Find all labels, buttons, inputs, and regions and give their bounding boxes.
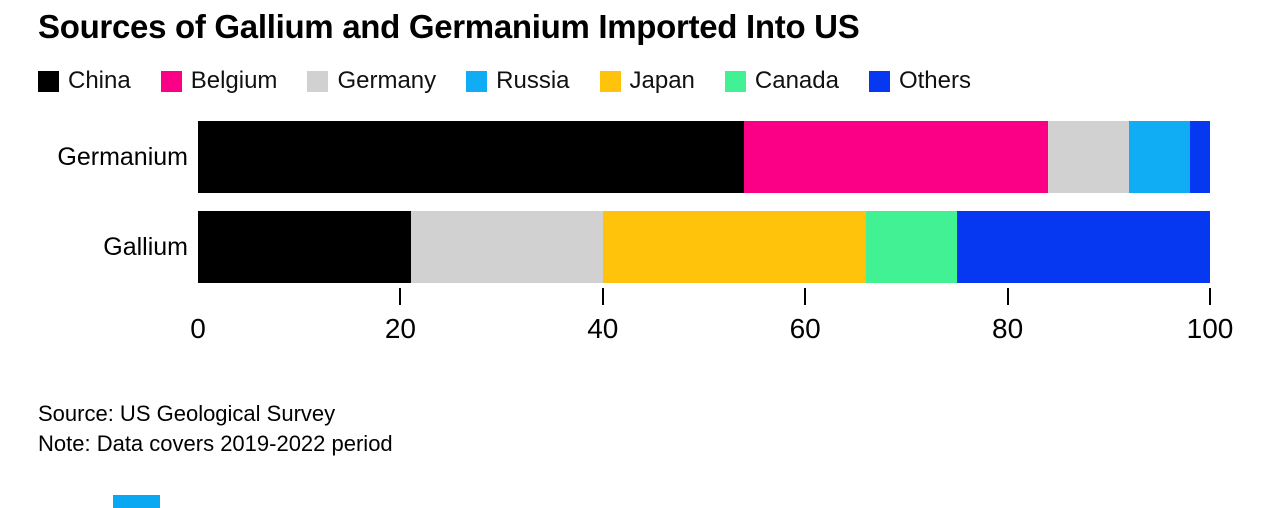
chart-title: Sources of Gallium and Germanium Importe… bbox=[38, 8, 860, 45]
axis-tick-mark-100 bbox=[1209, 288, 1211, 305]
legend-item-china: China bbox=[38, 67, 131, 95]
legend-swatch-japan bbox=[599, 70, 621, 92]
legend-label-germany: Germany bbox=[337, 67, 437, 94]
legend-item-others: Others bbox=[868, 67, 971, 95]
axis-tick-label-40: 40 bbox=[587, 313, 619, 344]
stacked-bar-germanium bbox=[198, 121, 1210, 193]
axis-tick-label-100: 100 bbox=[1186, 313, 1234, 344]
axis-tick-label-60: 60 bbox=[789, 313, 821, 344]
bottom-progress-bar bbox=[113, 495, 160, 508]
category-label-germanium: Germanium bbox=[57, 142, 188, 171]
legend-item-canada: Canada bbox=[724, 67, 839, 95]
category-label-gallium: Gallium bbox=[103, 232, 188, 261]
bar-segment-germanium-china bbox=[198, 121, 745, 193]
axis-tick-mark-80 bbox=[1006, 288, 1009, 305]
axis-tick-label-20: 20 bbox=[384, 313, 416, 344]
legend-label-china: China bbox=[68, 67, 131, 94]
legend-swatch-belgium bbox=[160, 70, 182, 92]
legend-swatch-canada bbox=[724, 70, 746, 92]
bar-segment-germanium-others bbox=[1189, 121, 1210, 193]
legend-item-belgium: Belgium bbox=[160, 67, 278, 95]
legend-label-belgium: Belgium bbox=[190, 67, 278, 94]
legend-label-canada: Canada bbox=[754, 67, 839, 94]
legend-swatch-russia bbox=[466, 70, 488, 92]
bar-row-gallium: Gallium bbox=[38, 211, 1210, 283]
legend-swatch-others bbox=[868, 70, 890, 92]
bar-row-germanium: Germanium bbox=[38, 121, 1210, 193]
axis-tick-label-0: 0 bbox=[190, 313, 206, 344]
axis-tick-label-80: 80 bbox=[992, 313, 1024, 344]
bar-chart-rows: Germanium Gallium bbox=[38, 121, 1210, 301]
legend-item-russia: Russia bbox=[466, 67, 570, 95]
legend-label-others: Others bbox=[898, 67, 971, 94]
x-axis: 0 20 40 60 80 100 bbox=[190, 283, 1233, 355]
data-note: Note: Data covers 2019-2022 period bbox=[38, 431, 393, 456]
legend-label-russia: Russia bbox=[496, 67, 570, 94]
bar-segment-germanium-germany bbox=[1048, 121, 1130, 193]
chart-footer: Source: US Geological Survey Note: Data … bbox=[38, 399, 393, 459]
legend-item-japan: Japan bbox=[599, 67, 695, 95]
bar-segment-gallium-japan bbox=[602, 211, 866, 283]
bar-segment-germanium-belgium bbox=[744, 121, 1049, 193]
bar-segment-gallium-others bbox=[956, 211, 1210, 283]
axis-tick-mark-40 bbox=[601, 288, 604, 305]
stacked-bar-gallium bbox=[198, 211, 1210, 283]
bar-segment-gallium-germany bbox=[410, 211, 603, 283]
legend-swatch-china bbox=[38, 70, 59, 92]
bar-segment-gallium-china bbox=[198, 211, 411, 283]
legend-item-germany: Germany bbox=[307, 67, 436, 95]
axis-tick-mark-20 bbox=[399, 288, 402, 305]
source-note: Source: US Geological Survey bbox=[38, 401, 336, 426]
legend-swatch-germany bbox=[307, 70, 329, 92]
bar-segment-gallium-canada bbox=[865, 211, 957, 283]
bar-segment-germanium-russia bbox=[1129, 121, 1190, 193]
chart-legend: China Belgium Germany Russia Japan Canada Othe… bbox=[38, 67, 971, 95]
axis-tick-mark-60 bbox=[804, 288, 807, 305]
legend-label-japan: Japan bbox=[629, 67, 695, 94]
